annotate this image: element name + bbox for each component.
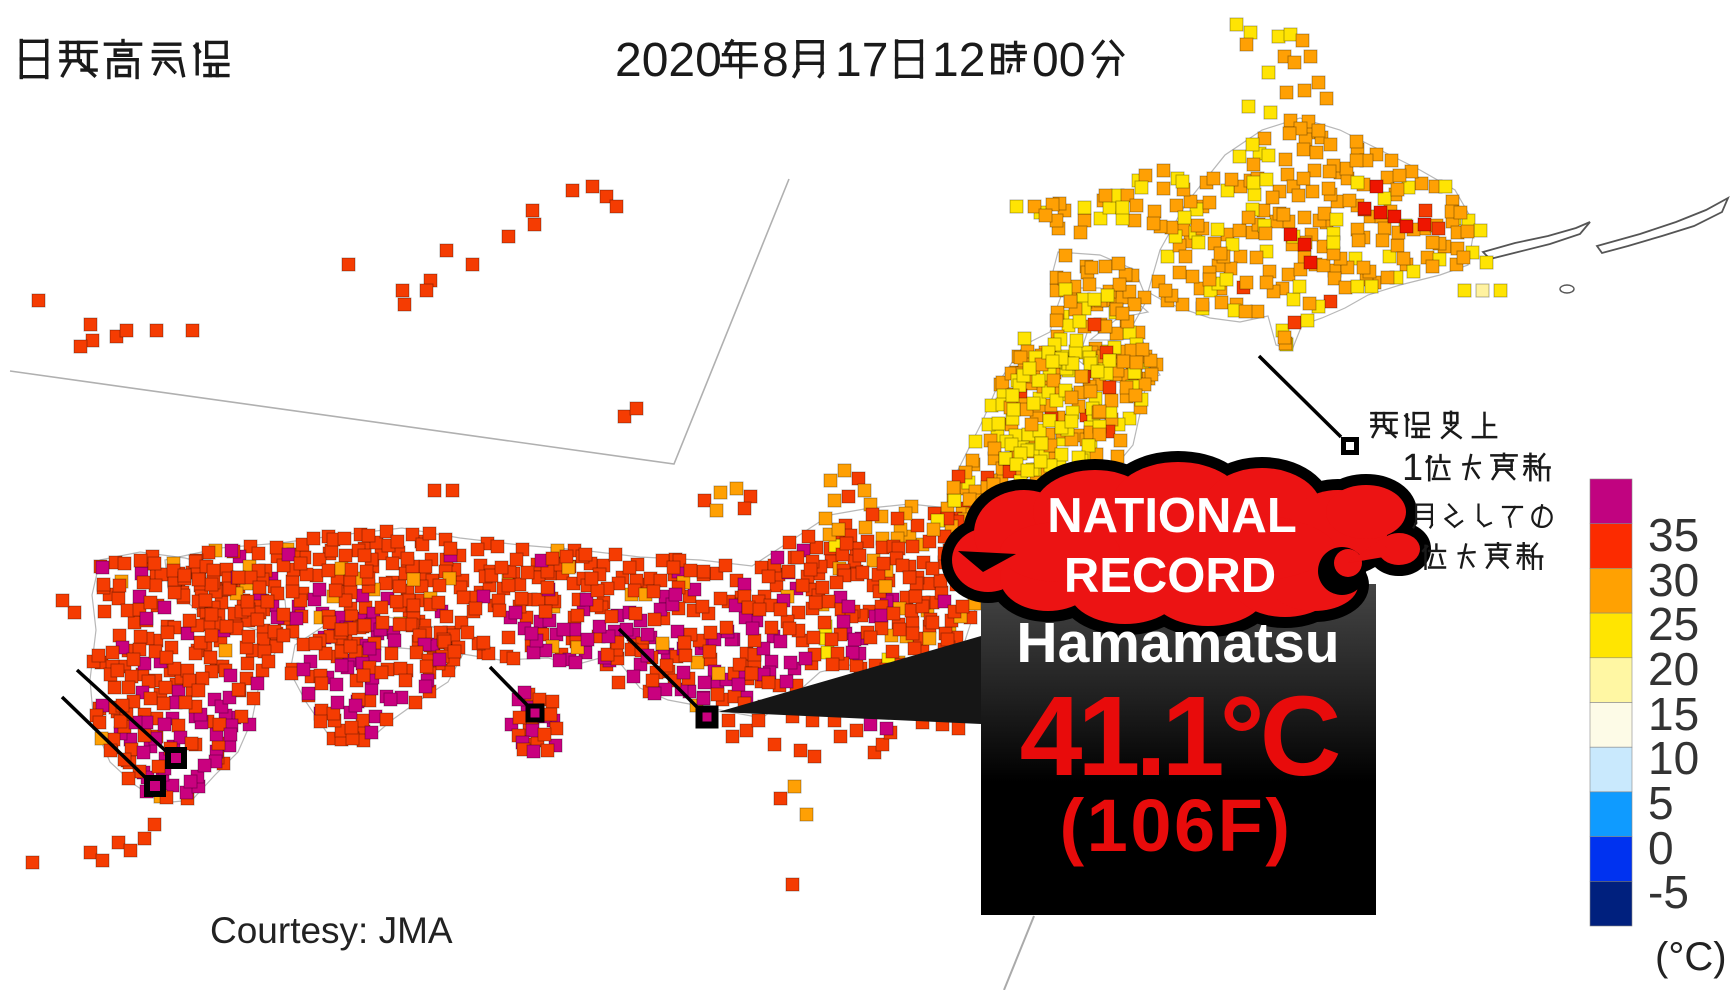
svg-text:35: 35 — [1648, 509, 1699, 561]
svg-text:25: 25 — [1648, 598, 1699, 650]
svg-text:NATIONAL: NATIONAL — [1047, 489, 1297, 543]
svg-text:5: 5 — [1648, 777, 1674, 829]
svg-text:15: 15 — [1648, 688, 1699, 740]
svg-text:2020: 2020 — [615, 34, 722, 87]
svg-text:Courtesy: JMA: Courtesy: JMA — [210, 910, 453, 951]
svg-text:Hamamatsu: Hamamatsu — [1016, 611, 1339, 675]
svg-text:-5: -5 — [1648, 866, 1689, 918]
svg-text:1: 1 — [1402, 447, 1423, 489]
svg-text:(°C): (°C) — [1655, 935, 1727, 979]
svg-text:17: 17 — [835, 34, 888, 87]
svg-text:8: 8 — [762, 34, 789, 87]
svg-text:00: 00 — [1032, 34, 1085, 87]
svg-text:20: 20 — [1648, 643, 1699, 695]
svg-text:(106F): (106F) — [1060, 784, 1293, 867]
svg-text:30: 30 — [1648, 554, 1699, 606]
svg-text:12: 12 — [932, 34, 985, 87]
svg-text:41.1°C: 41.1°C — [1020, 673, 1339, 799]
svg-text:10: 10 — [1648, 732, 1699, 784]
svg-text:0: 0 — [1648, 822, 1674, 874]
svg-text:RECORD: RECORD — [1064, 549, 1276, 603]
